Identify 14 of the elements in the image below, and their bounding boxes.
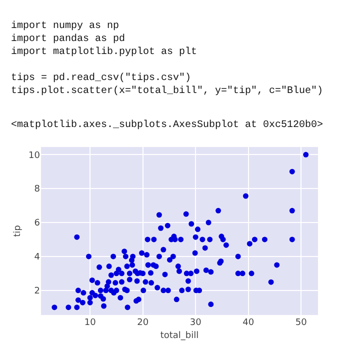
x-tick-label: 50 — [295, 318, 308, 328]
text: <matplotlib.axes._subplots.AxesSubplot at 0xc5120b0> — [11, 119, 324, 131]
x-tick-label: 10 — [84, 318, 96, 328]
text: import numpy as np import pandas as pd import matplotlib.pyplot as plt tips = pd.read_csv("tips.csv") tips.plot.scatter(x="total_bill", y="tip", c="Blue") — [11, 21, 324, 97]
y-tick-label: 2 — [34, 286, 40, 297]
x-axis-title: total_bill — [160, 330, 199, 341]
y-tick-label: 10 — [28, 150, 40, 161]
x-tick-label: 20 — [137, 318, 149, 328]
x-tick-label: 40 — [242, 318, 254, 328]
x-tick-label: 30 — [190, 318, 202, 328]
y-tick-label: 6 — [34, 218, 40, 229]
y-tick-label: 8 — [34, 184, 40, 195]
y-tick-label: 4 — [34, 252, 40, 263]
y-axis-title: tip — [12, 224, 23, 237]
